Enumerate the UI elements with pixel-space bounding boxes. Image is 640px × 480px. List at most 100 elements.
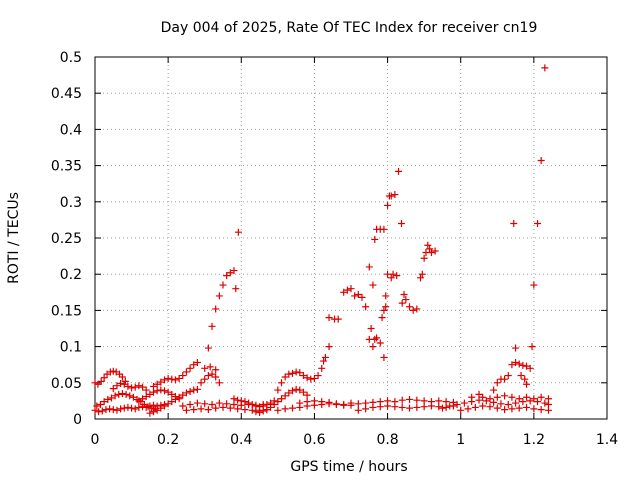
data-point xyxy=(234,396,242,404)
data-point xyxy=(449,398,457,406)
data-point xyxy=(391,398,399,406)
data-point xyxy=(120,380,128,388)
data-point xyxy=(245,399,253,407)
data-point xyxy=(168,398,176,406)
data-point xyxy=(226,404,234,412)
data-point xyxy=(530,281,538,289)
data-point xyxy=(369,281,377,289)
data-point xyxy=(113,382,121,390)
data-point xyxy=(157,386,165,394)
data-point xyxy=(135,382,143,390)
data-point xyxy=(215,379,223,387)
data-point xyxy=(406,395,414,403)
data-point xyxy=(515,404,523,412)
data-point xyxy=(413,305,421,313)
data-point xyxy=(128,384,136,392)
data-point xyxy=(365,263,373,271)
data-point xyxy=(371,335,379,343)
data-point xyxy=(367,325,375,332)
data-point xyxy=(321,353,329,361)
data-point xyxy=(544,395,552,403)
data-point xyxy=(281,405,289,413)
data-point xyxy=(234,405,242,413)
data-point xyxy=(193,359,201,367)
data-point xyxy=(241,398,249,406)
data-point xyxy=(299,372,307,380)
data-point xyxy=(497,400,505,408)
data-point xyxy=(223,400,231,408)
data-point xyxy=(426,245,434,253)
data-point xyxy=(523,393,531,401)
data-point xyxy=(150,382,158,390)
data-point xyxy=(267,403,275,411)
data-point xyxy=(325,398,333,406)
data-point xyxy=(320,357,328,365)
y-tick-label: 0.1 xyxy=(60,340,82,356)
data-point xyxy=(510,220,518,228)
data-point xyxy=(318,398,326,406)
x-tick-label: 1.2 xyxy=(523,432,545,448)
data-point xyxy=(179,391,187,399)
data-point xyxy=(541,64,549,72)
data-point xyxy=(332,400,340,408)
data-point xyxy=(197,405,205,413)
data-point xyxy=(160,387,168,395)
data-point xyxy=(380,306,388,314)
data-point xyxy=(219,281,227,289)
data-point xyxy=(274,386,282,394)
data-point xyxy=(303,374,311,382)
data-point xyxy=(468,393,476,401)
data-point xyxy=(215,292,223,300)
x-tick-label: 0.8 xyxy=(376,432,398,448)
data-point xyxy=(270,401,278,409)
data-point xyxy=(104,395,112,403)
data-point xyxy=(201,364,209,372)
data-point xyxy=(281,392,289,400)
data-point xyxy=(508,393,516,401)
data-point xyxy=(146,409,154,417)
data-point xyxy=(219,403,227,411)
data-point xyxy=(135,397,143,405)
data-point xyxy=(179,402,187,410)
data-point xyxy=(508,361,516,369)
data-point xyxy=(215,399,223,407)
data-point xyxy=(384,201,392,209)
data-point xyxy=(281,373,289,381)
x-tick-label: 1 xyxy=(456,432,465,448)
data-point xyxy=(117,405,125,413)
data-point xyxy=(296,399,304,407)
data-point xyxy=(201,375,209,383)
data-point xyxy=(400,290,408,298)
data-point xyxy=(182,389,190,397)
data-point xyxy=(519,361,527,369)
data-point xyxy=(263,406,271,414)
data-point xyxy=(303,398,311,406)
data-point xyxy=(490,398,498,406)
data-point xyxy=(537,406,545,414)
data-point xyxy=(288,369,296,377)
data-point xyxy=(153,387,161,395)
data-point xyxy=(201,400,209,408)
data-point xyxy=(307,375,315,383)
data-point xyxy=(190,386,198,394)
data-point xyxy=(534,220,542,228)
data-point xyxy=(515,395,523,403)
data-point xyxy=(182,406,190,414)
data-point xyxy=(380,353,388,361)
data-point xyxy=(109,406,117,414)
data-point xyxy=(530,395,538,403)
data-point xyxy=(182,368,190,376)
data-point xyxy=(369,343,377,351)
data-point xyxy=(358,293,366,301)
data-point xyxy=(212,404,220,412)
data-point xyxy=(515,360,523,368)
data-point xyxy=(406,303,414,311)
data-point xyxy=(139,403,147,411)
data-point xyxy=(479,402,487,410)
data-point xyxy=(100,374,108,382)
data-point xyxy=(325,314,333,322)
data-point xyxy=(354,290,362,298)
y-tick-label: 0 xyxy=(73,412,82,428)
data-point xyxy=(523,380,531,388)
